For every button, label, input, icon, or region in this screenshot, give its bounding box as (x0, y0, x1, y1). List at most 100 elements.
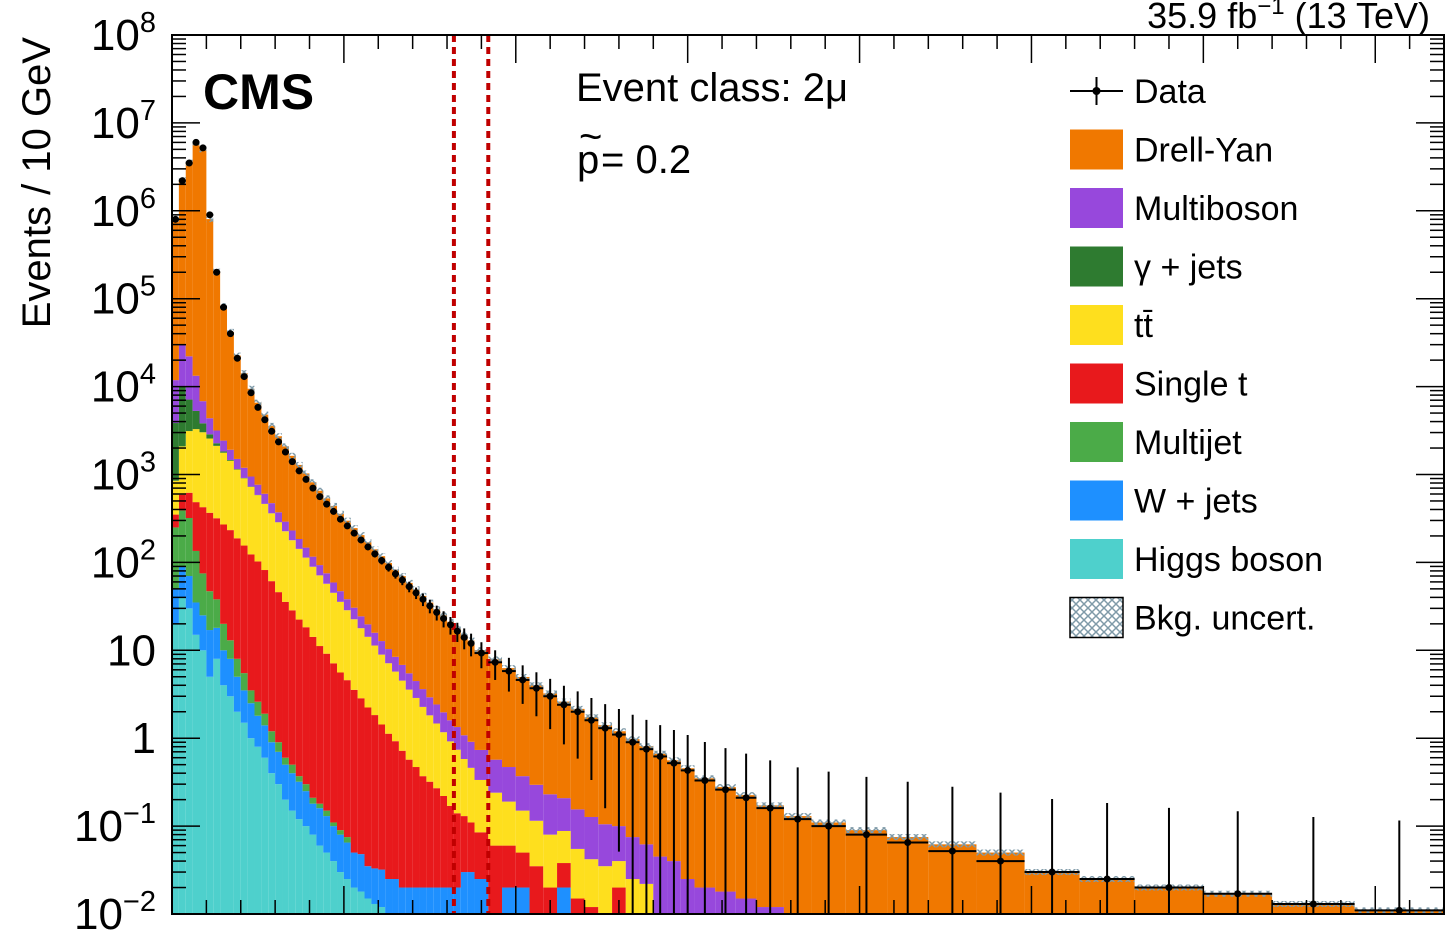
data-point (505, 667, 513, 675)
bar-single-t (378, 724, 386, 870)
bar-w-jets (247, 703, 255, 739)
data-point (364, 543, 372, 551)
bar-drell-yan (405, 582, 413, 674)
bar-tt (488, 792, 503, 846)
data-point (1234, 890, 1242, 898)
bar-tt (371, 645, 379, 716)
bar-multiboson (220, 440, 228, 452)
bar-higgs-boson (330, 861, 338, 914)
bar-higgs-boson (343, 879, 351, 914)
y-tick-base: 1 (132, 714, 156, 763)
bar-drell-yan (343, 520, 351, 600)
bar-multiboson (557, 798, 571, 831)
data-point (587, 716, 595, 724)
bar-drell-yan (220, 306, 228, 441)
bar-multijet (240, 673, 248, 691)
uncertainty-band (302, 470, 310, 477)
bar-tt (178, 446, 186, 495)
bar-tt (261, 503, 269, 571)
bar-multiboson (185, 356, 193, 400)
bar-w-jets (220, 650, 228, 686)
data-point (316, 493, 324, 501)
bar-single-t (467, 822, 475, 873)
bar-single-t (282, 601, 289, 758)
y-tick-label: 106 (91, 183, 156, 236)
bar-tt (213, 445, 221, 519)
data-point (350, 529, 358, 537)
bar-tt (254, 495, 262, 562)
data-point (254, 403, 262, 411)
bar-single-t (227, 530, 234, 641)
legend-entry: Drell-Yan (1070, 129, 1273, 170)
bar-w-jets (316, 808, 324, 846)
bar-w-jets (275, 751, 283, 785)
y-tick-label: 103 (91, 447, 156, 500)
bar-tt (433, 723, 441, 789)
y-tick-base: 10 (91, 451, 140, 500)
p-tilde-value: = 0.2 (601, 138, 691, 182)
bar-higgs-boson (199, 650, 207, 914)
bar-higgs-boson (268, 773, 276, 914)
legend-swatch (1070, 363, 1123, 404)
bar-drell-yan (557, 701, 571, 799)
bar-higgs-boson (240, 722, 248, 914)
bar-drell-yan (282, 446, 289, 522)
bar-w-jets (295, 781, 303, 820)
y-tick-label: 105 (91, 271, 156, 324)
bar-tt (192, 429, 200, 503)
bar-higgs-boson (282, 799, 289, 914)
bar-higgs-boson (178, 597, 186, 914)
bar-drell-yan (350, 528, 358, 608)
bar-tt (474, 779, 489, 833)
bar-w-jets (343, 842, 351, 880)
uncertainty-band (323, 495, 331, 502)
bar-single-t (419, 776, 427, 888)
cms-label: CMS (203, 64, 314, 120)
uncertainty-band (206, 216, 214, 223)
bar-higgs-boson (247, 738, 255, 914)
bar-tt (309, 566, 317, 637)
bar-tt (323, 583, 331, 654)
y-tick-exponent: 8 (140, 7, 156, 39)
data-point (601, 724, 609, 732)
bar-single-t (288, 610, 296, 765)
bar-single-t (453, 813, 461, 888)
bar-single-t (440, 796, 448, 888)
data-point (684, 766, 692, 774)
bar-drell-yan (275, 436, 283, 513)
bar-multiboson (467, 741, 475, 768)
y-tick-base: 10 (107, 626, 156, 675)
legend-swatch (1070, 246, 1123, 287)
uncertainty-band (309, 479, 317, 486)
bar-single-t (350, 689, 358, 853)
bar-tt (460, 758, 468, 817)
data-point (192, 138, 200, 146)
bar-multiboson (316, 565, 324, 576)
event-class-text: Event class: 2 (576, 66, 825, 110)
data-point (419, 595, 427, 603)
bar-w-jets (172, 588, 179, 624)
legend-swatch (1070, 422, 1123, 462)
uncertainty-band (364, 539, 372, 546)
legend-entry: Bkg. uncert. (1069, 596, 1315, 639)
bar-multiboson (254, 484, 262, 495)
y-tick-base: 10 (91, 538, 140, 587)
bar-single-t (488, 845, 503, 914)
y-tick-label: 10−1 (74, 798, 156, 851)
bar-drell-yan (302, 473, 310, 548)
bar-multiboson (343, 599, 351, 611)
bar-w-jets (185, 576, 193, 609)
legend-entry: Higgs boson (1070, 539, 1323, 579)
bar-multijet (172, 527, 179, 589)
bar-tt (398, 680, 406, 751)
data-point (1395, 906, 1403, 914)
data-point (295, 467, 303, 475)
bar-single-t (371, 715, 379, 869)
data-point (467, 639, 475, 647)
bar-w-jets (419, 887, 427, 914)
bar-drell-yan (453, 628, 461, 728)
bar-w-jets (282, 764, 289, 800)
bar-multiboson (199, 401, 207, 424)
bar-higgs-boson (350, 887, 358, 914)
